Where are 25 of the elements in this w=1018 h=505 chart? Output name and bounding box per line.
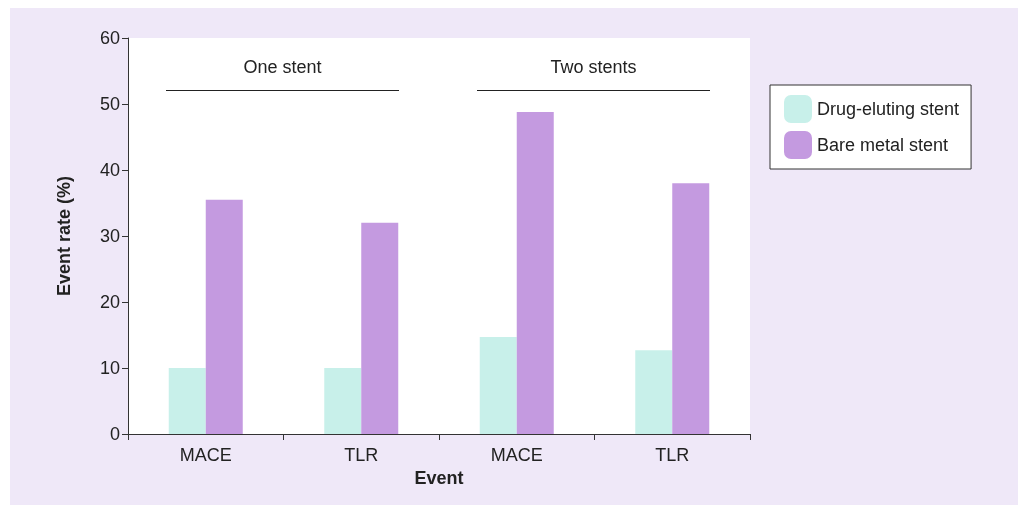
- x-tick-label: MACE: [179, 445, 232, 465]
- bar: [635, 350, 673, 434]
- annotation: One stent: [242, 57, 323, 78]
- bar: [672, 183, 710, 434]
- legend-label: Drug-eluting stent: [817, 99, 960, 119]
- bar: [324, 368, 362, 434]
- y-tick-label: 30: [99, 226, 120, 246]
- bar: [205, 199, 243, 434]
- bar: [516, 111, 554, 434]
- y-tick-label: 0: [109, 424, 120, 444]
- x-axis-title: Event: [414, 467, 464, 488]
- bar: [168, 368, 206, 434]
- y-tick-label: 40: [99, 160, 120, 180]
- y-tick-label: 50: [99, 94, 120, 114]
- x-tick-label: TLR: [655, 445, 690, 465]
- annotation: Two stents: [549, 57, 638, 78]
- y-axis-title: Event rate (%): [54, 175, 74, 297]
- bar: [479, 336, 517, 434]
- bar: [361, 222, 399, 434]
- y-tick-label: 10: [99, 358, 120, 378]
- y-tick-label: 60: [99, 28, 120, 48]
- legend-label: Bare metal stent: [817, 135, 949, 155]
- x-tick-label: MACE: [490, 445, 543, 465]
- y-tick-label: 20: [99, 292, 120, 312]
- x-tick-label: TLR: [344, 445, 379, 465]
